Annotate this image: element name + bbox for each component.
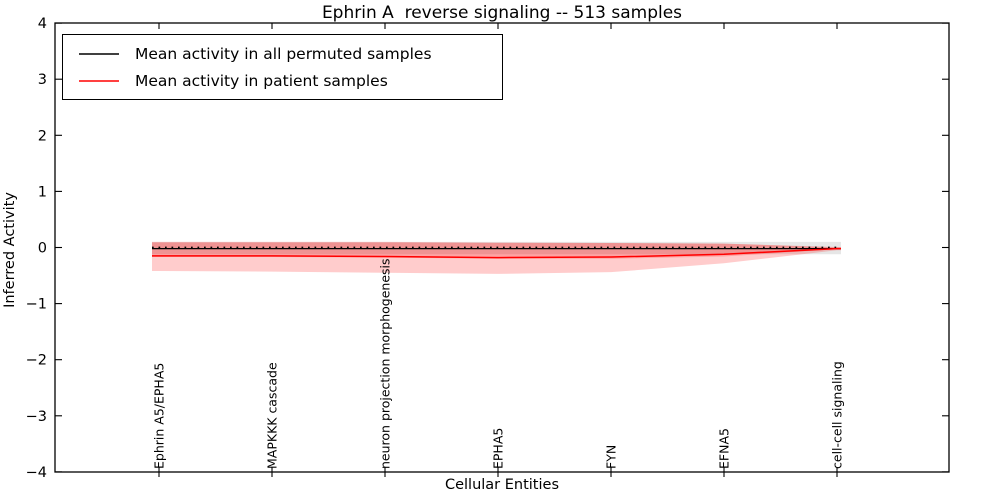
y-tick-label-1: 1 (38, 184, 47, 200)
patient-std-band-inner (152, 242, 841, 259)
legend-item-patient: Mean activity in patient samples (73, 67, 492, 94)
y-tick-label--2: −2 (26, 353, 47, 369)
legend-line-swatch-patient (79, 79, 119, 82)
x-axis-label: Cellular Entities (444, 477, 560, 493)
y-tick-label--3: −3 (26, 409, 47, 425)
x-tick-label-6: cell-cell signaling (830, 361, 845, 469)
legend-box: Mean activity in all permuted samples Me… (62, 34, 503, 100)
y-tick-label-2: 2 (38, 128, 47, 144)
legend-label-permuted: Mean activity in all permuted samples (135, 44, 432, 63)
legend-label-patient: Mean activity in patient samples (135, 71, 388, 90)
x-tick-label-1: MAPKKK cascade (265, 362, 280, 469)
x-tick-label-3: EPHA5 (491, 428, 506, 469)
chart-title: Ephrin A reverse signaling -- 513 sample… (321, 3, 683, 23)
x-tick-label-2: neuron projection morphogenesis (378, 258, 393, 469)
y-axis-label: Inferred Activity (2, 192, 18, 308)
legend-line-swatch-permuted (79, 52, 119, 55)
y-tick-label--4: −4 (26, 465, 47, 481)
y-tick-label-3: 3 (38, 72, 47, 88)
y-tick-label-4: 4 (38, 16, 47, 32)
y-tick-label--1: −1 (26, 297, 47, 313)
patient-mean-line (152, 247, 841, 259)
x-tick-label-4: FYN (604, 445, 619, 469)
y-tick-label-0: 0 (38, 241, 47, 257)
x-tick-label-5: EFNA5 (717, 428, 732, 469)
legend-item-permuted: Mean activity in all permuted samples (73, 40, 492, 67)
x-tick-label-0: Ephrin A5/EPHA5 (152, 363, 167, 469)
